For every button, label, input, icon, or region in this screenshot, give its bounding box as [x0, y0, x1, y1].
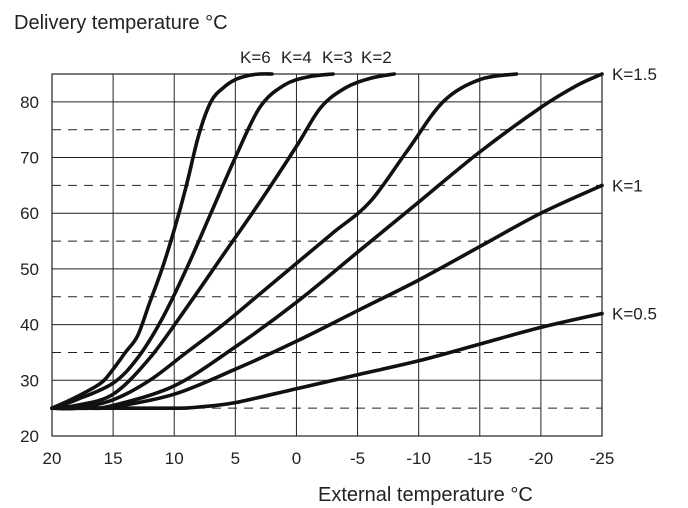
curve-label-k-0-5: K=0.5 — [612, 304, 657, 323]
x-tick-label: 0 — [292, 449, 301, 468]
x-tick-label: 15 — [104, 449, 123, 468]
curve-label-k-4: K=4 — [281, 48, 312, 67]
curve-k-0-5 — [50, 311, 604, 411]
curve-k-4 — [50, 72, 335, 410]
x-tick-label: 5 — [231, 449, 240, 468]
x-tick-label: -20 — [529, 449, 554, 468]
x-axis-title: External temperature °C — [318, 484, 533, 506]
y-tick-label: 50 — [20, 260, 39, 279]
chart-title: Delivery temperature °C — [14, 12, 228, 34]
curve-k-6 — [50, 72, 274, 410]
curve-k-3 — [50, 72, 396, 410]
y-tick-label: 80 — [20, 93, 39, 112]
x-tick-label: 20 — [43, 449, 62, 468]
curves — [50, 72, 604, 411]
x-tick-label: -25 — [590, 449, 615, 468]
curve-label-k-3: K=3 — [322, 48, 353, 67]
curve-label-k-1-5: K=1.5 — [612, 65, 657, 84]
curve-labels: K=6 K=4 K=3 K=2 K=1.5 K=1 K=0.5 — [240, 48, 657, 323]
curve-label-k-1: K=1 — [612, 176, 643, 195]
curve-k-2 — [50, 72, 519, 411]
y-tick-label: 60 — [20, 204, 39, 223]
y-tick-label: 30 — [20, 371, 39, 390]
x-tick-label: 10 — [165, 449, 184, 468]
curve-label-k-6: K=6 — [240, 48, 271, 67]
curve-label-k-2: K=2 — [361, 48, 392, 67]
y-tick-label: 70 — [20, 149, 39, 168]
y-tick-label: 40 — [20, 316, 39, 335]
x-tick-label: -15 — [467, 449, 492, 468]
x-tick-label: -5 — [350, 449, 365, 468]
y-tick-label: 20 — [20, 427, 39, 446]
x-tick-label: -10 — [406, 449, 431, 468]
